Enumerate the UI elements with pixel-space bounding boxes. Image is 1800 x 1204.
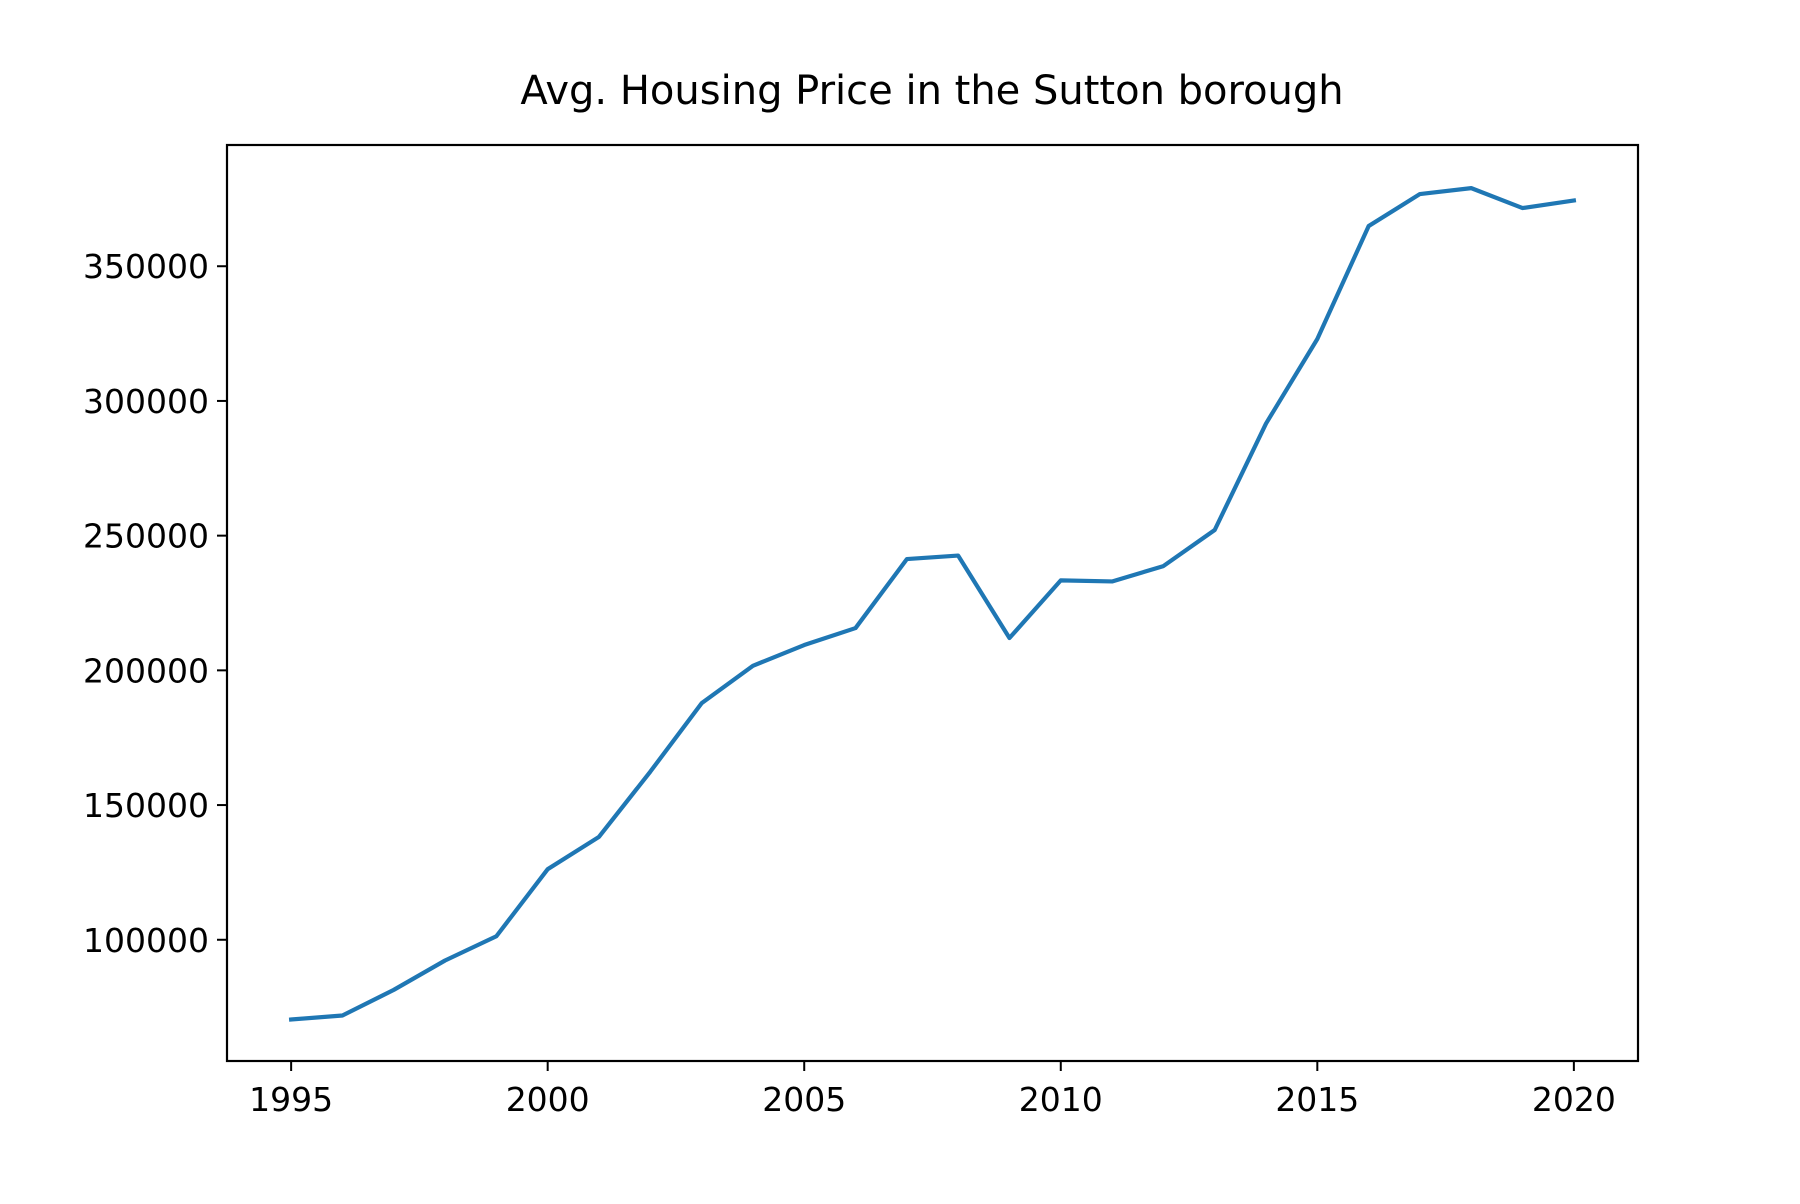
chart-title: Avg. Housing Price in the Sutton borough [520,68,1343,114]
y-axis: 100000 150000 200000 250000 300000 350000 [83,247,227,960]
plot-area-frame [225,143,1640,1063]
y-tick-label: 300000 [83,382,209,421]
y-tick-label: 200000 [83,651,209,690]
series-line-1 [288,186,1577,1022]
y-tick-label: 100000 [83,921,209,960]
series-layer [288,186,1577,1022]
x-tick-label: 1995 [249,1080,333,1119]
x-tick-label: 2005 [762,1080,846,1119]
x-tick-label: 2020 [1532,1080,1616,1119]
x-axis: 1995 2000 2005 2010 2015 2020 [249,1061,1616,1119]
x-tick-label: 2015 [1275,1080,1359,1119]
y-tick-label: 350000 [83,247,209,286]
x-tick-label: 2000 [506,1080,590,1119]
x-tick-label: 2010 [1019,1080,1103,1119]
y-tick-label: 150000 [83,786,209,825]
y-tick-label: 250000 [83,517,209,556]
